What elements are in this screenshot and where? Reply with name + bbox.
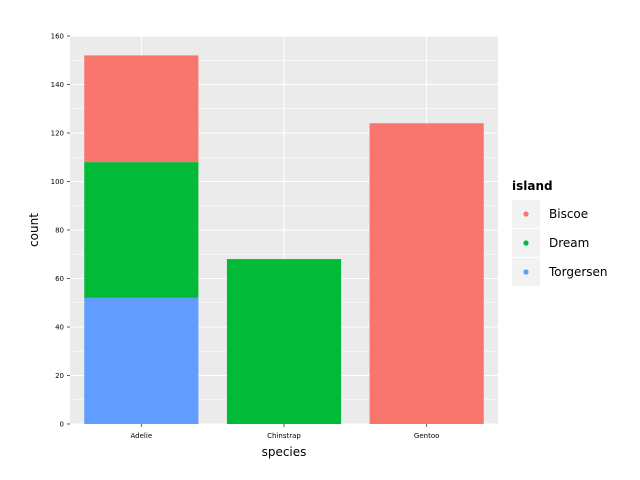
legend-label-biscoe: Biscoe: [549, 207, 588, 221]
y-axis-title: count: [27, 213, 41, 247]
bars: [84, 55, 484, 425]
legend: island Biscoe Dream Torgersen: [512, 179, 608, 286]
bar-chinstrap-dream: [226, 259, 342, 424]
bar-adelie-torgersen: [84, 297, 199, 424]
legend-key-torgersen: [523, 269, 529, 275]
y-tick-label: 60: [55, 275, 64, 283]
legend-label-torgersen: Torgersen: [548, 265, 608, 279]
legend-key-biscoe: [523, 211, 529, 217]
y-tick-label: 140: [51, 81, 64, 89]
x-tick-label: Gentoo: [414, 432, 439, 440]
legend-label-dream: Dream: [549, 236, 589, 250]
y-tick-label: 80: [55, 227, 64, 235]
y-tick-label: 120: [51, 130, 64, 138]
x-tick-label: Adelie: [131, 432, 153, 440]
y-tick-label: 100: [51, 178, 64, 186]
bar-adelie-biscoe: [84, 55, 199, 163]
y-tick-label: 160: [51, 33, 64, 41]
x-axis-title: species: [262, 445, 307, 459]
bar-gentoo-biscoe: [369, 123, 484, 425]
x-tick-label: Chinstrap: [267, 432, 301, 440]
bar-adelie-dream: [84, 162, 199, 298]
x-axis: Adelie Chinstrap Gentoo: [131, 424, 439, 440]
y-axis: 0 20 40 60 80 100 120 140 160: [51, 33, 70, 429]
y-tick-label: 40: [55, 324, 64, 332]
legend-key-dream: [523, 240, 529, 246]
legend-title: island: [512, 179, 553, 193]
y-tick-label: 20: [55, 372, 64, 380]
y-tick-label: 0: [60, 421, 64, 429]
